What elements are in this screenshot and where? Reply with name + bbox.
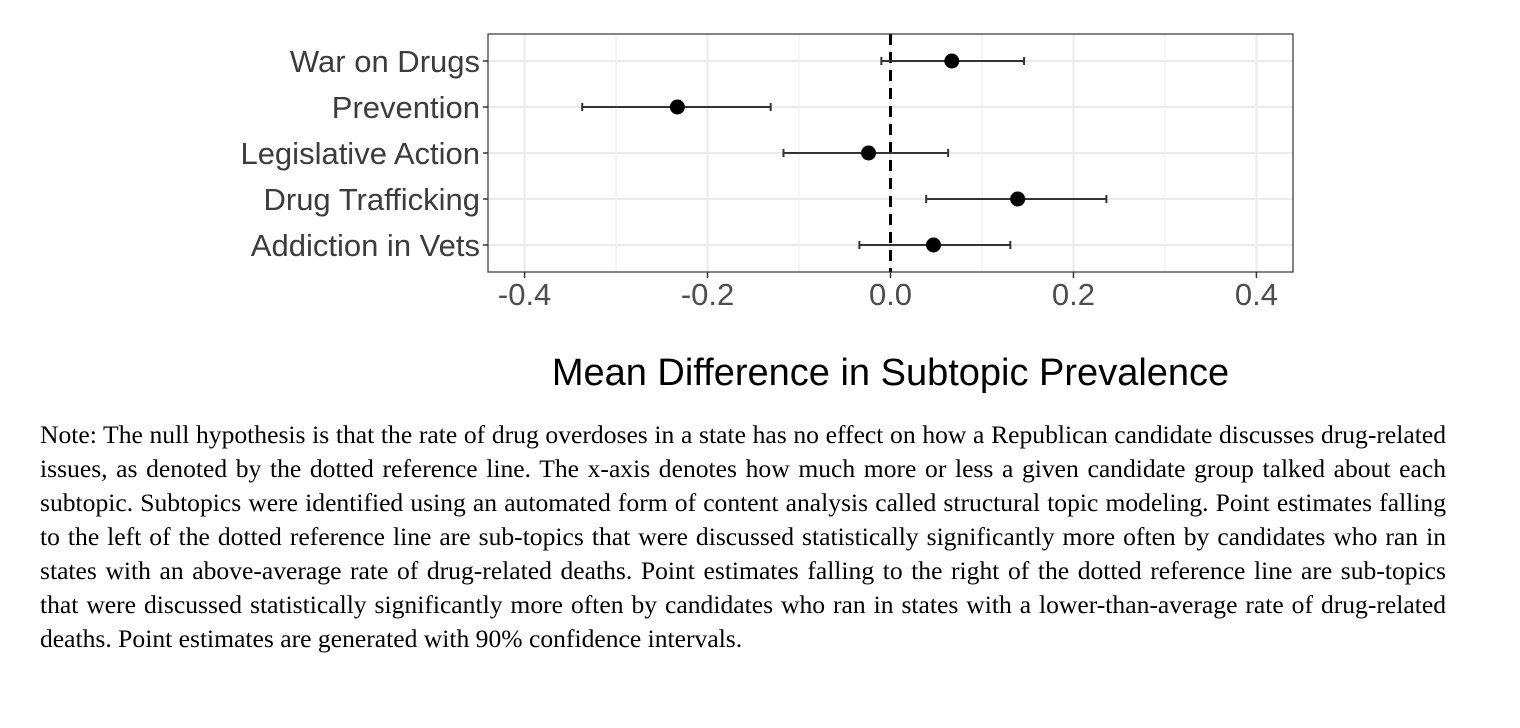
x-tick-label: -0.4 [498,277,551,312]
point-estimate [861,145,877,161]
y-axis: War on Drugs Prevention Legislative Action… [240,44,488,263]
point-estimate [944,53,960,69]
category-label: Addiction in Vets [251,228,480,263]
category-label: War on Drugs [290,44,480,79]
x-axis: -0.4 -0.2 0.0 0.2 0.4 [498,272,1278,312]
x-tick-label: 0.2 [1052,277,1095,312]
x-tick-label: 0.0 [869,277,912,312]
category-label: Drug Trafficking [263,182,480,217]
category-label: Legislative Action [240,136,480,171]
x-axis-title: Mean Difference in Subtopic Prevalence [552,352,1229,394]
figure-note: Note: The null hypothesis is that the ra… [40,420,1446,653]
point-estimates [669,53,1026,253]
x-tick-label: -0.2 [681,277,734,312]
category-label: Prevention [332,90,480,125]
coefficient-plot: War on Drugs Prevention Legislative Action… [240,33,1294,394]
point-estimate [669,99,685,115]
x-tick-label: 0.4 [1235,277,1278,312]
point-estimate [925,237,941,253]
point-estimate [1010,191,1026,207]
